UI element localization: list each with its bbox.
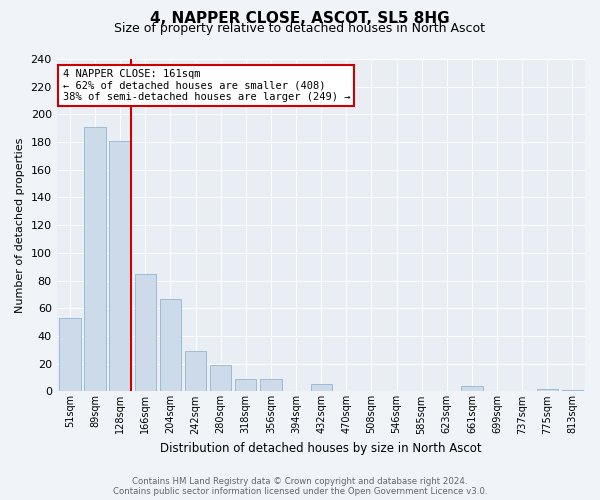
Bar	[160, 298, 181, 392]
Bar	[235, 379, 256, 392]
Bar	[185, 351, 206, 392]
Bar	[260, 379, 281, 392]
Bar	[461, 386, 482, 392]
Text: Size of property relative to detached houses in North Ascot: Size of property relative to detached ho…	[115, 22, 485, 35]
Bar	[85, 127, 106, 392]
Bar	[210, 365, 232, 392]
Bar	[311, 384, 332, 392]
Bar	[59, 318, 80, 392]
Text: 4 NAPPER CLOSE: 161sqm
← 62% of detached houses are smaller (408)
38% of semi-de: 4 NAPPER CLOSE: 161sqm ← 62% of detached…	[62, 69, 350, 102]
Text: Contains HM Land Registry data © Crown copyright and database right 2024.
Contai: Contains HM Land Registry data © Crown c…	[113, 476, 487, 496]
Bar	[562, 390, 583, 392]
Bar	[109, 140, 131, 392]
Y-axis label: Number of detached properties: Number of detached properties	[15, 138, 25, 313]
X-axis label: Distribution of detached houses by size in North Ascot: Distribution of detached houses by size …	[160, 442, 482, 455]
Bar	[134, 274, 156, 392]
Text: 4, NAPPER CLOSE, ASCOT, SL5 8HG: 4, NAPPER CLOSE, ASCOT, SL5 8HG	[150, 11, 450, 26]
Bar	[536, 388, 558, 392]
